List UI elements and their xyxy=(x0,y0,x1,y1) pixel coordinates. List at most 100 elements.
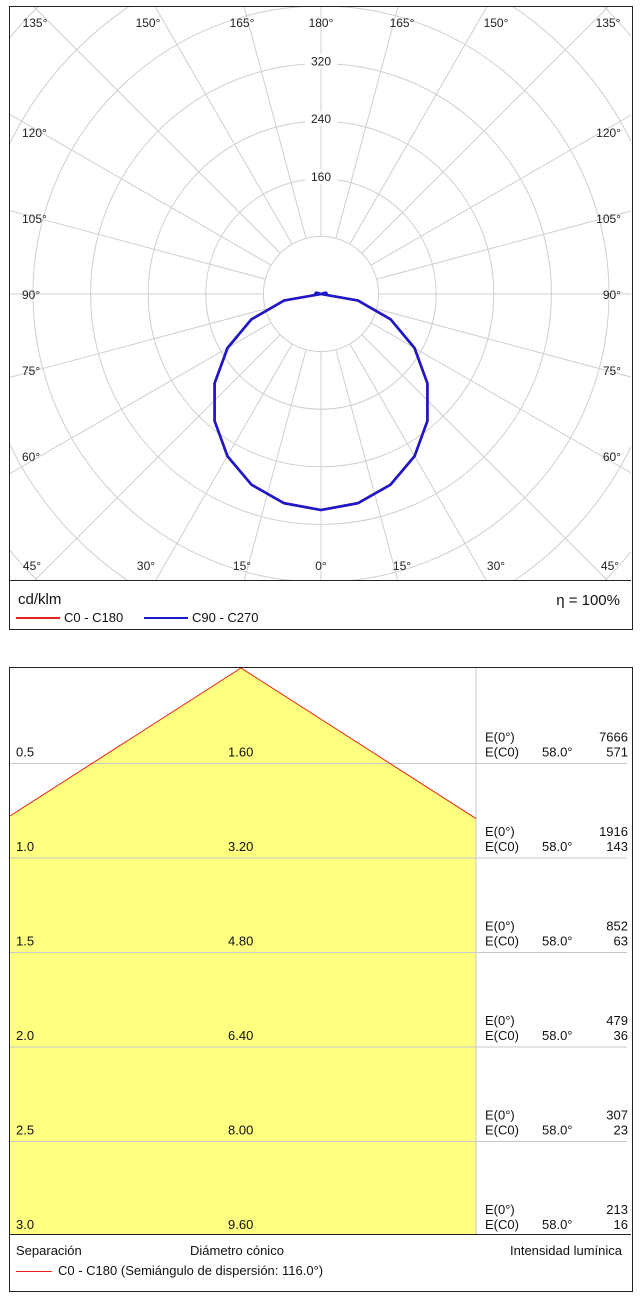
angle-label-top: 150° xyxy=(136,16,161,30)
polar-spoke xyxy=(361,7,609,254)
ec0-label: E(C0) xyxy=(485,839,519,854)
angle-label-bottom: 45° xyxy=(601,559,619,573)
radial-tick-bg xyxy=(305,111,337,127)
polar-spoke xyxy=(376,308,631,378)
angle-label-top: 150° xyxy=(484,16,509,30)
legend-label-c90-c270: C90 - C270 xyxy=(192,610,259,625)
diameter-value: 3.20 xyxy=(228,839,253,854)
diameter-value: 6.40 xyxy=(228,1028,253,1043)
angle-label-top: 135° xyxy=(596,16,621,30)
angle-label-top: 135° xyxy=(23,16,48,30)
polar-spoke xyxy=(335,349,399,581)
unit-label: cd/klm xyxy=(18,591,62,608)
diameter-value: 1.60 xyxy=(228,745,253,760)
separation-column-label: Separación xyxy=(16,1243,82,1258)
polar-spoke xyxy=(10,322,272,475)
e0-value: 7666 xyxy=(599,730,628,745)
polar-spoke xyxy=(33,7,281,254)
angle-label-top: 165° xyxy=(230,16,255,30)
beam-angle-label: C0 - C180 (Semiángulo de dispersión: 116… xyxy=(58,1263,324,1278)
angle-label-bottom: 0° xyxy=(315,559,327,573)
angle-label-top: 180° xyxy=(309,16,334,30)
legend-swatch-c0-c180 xyxy=(16,617,60,619)
cone-edge-left xyxy=(10,668,242,817)
separation-value: 0.5 xyxy=(16,745,34,760)
e0-value: 1916 xyxy=(599,824,628,839)
polar-spoke xyxy=(349,343,488,581)
legend-label-c0-c180: C0 - C180 xyxy=(64,610,124,625)
angle-label-left: 105° xyxy=(22,212,47,226)
e0-label: E(0°) xyxy=(485,824,515,839)
ec0-label: E(C0) xyxy=(485,1217,519,1232)
angle-label-right: 90° xyxy=(603,288,621,302)
e0-label: E(0°) xyxy=(485,730,515,745)
ec0-label: E(C0) xyxy=(485,934,519,949)
ec0-value: 23 xyxy=(614,1123,628,1138)
polar-spoke xyxy=(243,349,307,581)
radial-tick-bg xyxy=(305,53,337,69)
half-angle-value: 58.0° xyxy=(542,745,573,760)
polar-spoke xyxy=(10,308,266,378)
polar-chart: 160 240 320 135° 150° 165° 180° 165° 150° 135° 120… xyxy=(10,7,631,581)
angle-label-right: 75° xyxy=(603,364,621,378)
half-angle-value: 58.0° xyxy=(542,1217,573,1232)
ec0-value: 16 xyxy=(614,1217,628,1232)
angle-label-bottom: 15° xyxy=(233,559,251,573)
separation-value: 2.5 xyxy=(16,1123,34,1138)
polar-spoke xyxy=(335,7,399,239)
polar-spoke xyxy=(154,7,293,245)
e0-label: E(0°) xyxy=(485,1202,515,1217)
polar-spoke xyxy=(243,7,307,239)
e0-value: 307 xyxy=(606,1108,628,1123)
separation-value: 1.5 xyxy=(16,934,34,949)
polar-legend-divider xyxy=(10,580,631,581)
intensity-column-label: Intensidad lumínica xyxy=(509,1243,622,1258)
angle-label-bottom: 15° xyxy=(393,559,411,573)
diameter-value: 4.80 xyxy=(228,934,253,949)
polar-spoke xyxy=(349,7,488,245)
e0-value: 213 xyxy=(606,1202,628,1217)
legend-swatch-c90-c270 xyxy=(144,617,188,619)
angle-label-bottom: 30° xyxy=(137,559,155,573)
cone-fill xyxy=(10,668,476,1234)
angle-label-left: 75° xyxy=(22,364,40,378)
ec0-value: 571 xyxy=(606,745,628,760)
ec0-label: E(C0) xyxy=(485,745,519,760)
polar-ring xyxy=(262,235,380,353)
ec0-label: E(C0) xyxy=(485,1028,519,1043)
angle-label-right: 105° xyxy=(596,212,621,226)
ec0-value: 36 xyxy=(614,1028,628,1043)
radial-tick-label: 320 xyxy=(311,55,331,69)
efficiency-label: η = 100% xyxy=(556,592,620,609)
polar-spoke xyxy=(10,210,266,280)
separation-value: 2.0 xyxy=(16,1028,34,1043)
angle-label-left: 60° xyxy=(22,450,40,464)
half-angle-value: 58.0° xyxy=(542,934,573,949)
e0-value: 479 xyxy=(606,1013,628,1028)
radial-tick-bg xyxy=(305,168,337,184)
separation-value: 1.0 xyxy=(16,839,34,854)
radial-tick-label: 160 xyxy=(311,170,331,184)
polar-spoke xyxy=(370,322,631,474)
diameter-value: 8.00 xyxy=(228,1123,253,1138)
e0-label: E(0°) xyxy=(485,919,515,934)
polar-spoke xyxy=(361,334,609,581)
ec0-value: 143 xyxy=(606,839,628,854)
cone-footer-divider xyxy=(10,1234,631,1235)
e0-label: E(0°) xyxy=(485,1108,515,1123)
diameter-column-label: Diámetro cónico xyxy=(190,1243,284,1258)
angle-label-top: 165° xyxy=(390,16,415,30)
angle-label-left: 120° xyxy=(22,126,47,140)
separation-value: 3.0 xyxy=(16,1217,34,1232)
half-angle-value: 58.0° xyxy=(542,1028,573,1043)
polar-spoke xyxy=(370,114,631,266)
ec0-label: E(C0) xyxy=(485,1123,519,1138)
half-angle-value: 58.0° xyxy=(542,839,573,854)
polar-spoke xyxy=(154,343,293,581)
polar-spoke xyxy=(10,113,272,266)
angle-label-bottom: 30° xyxy=(487,559,505,573)
angle-label-left: 90° xyxy=(22,288,40,302)
e0-value: 852 xyxy=(606,919,628,934)
cone-edge-right xyxy=(240,668,477,819)
